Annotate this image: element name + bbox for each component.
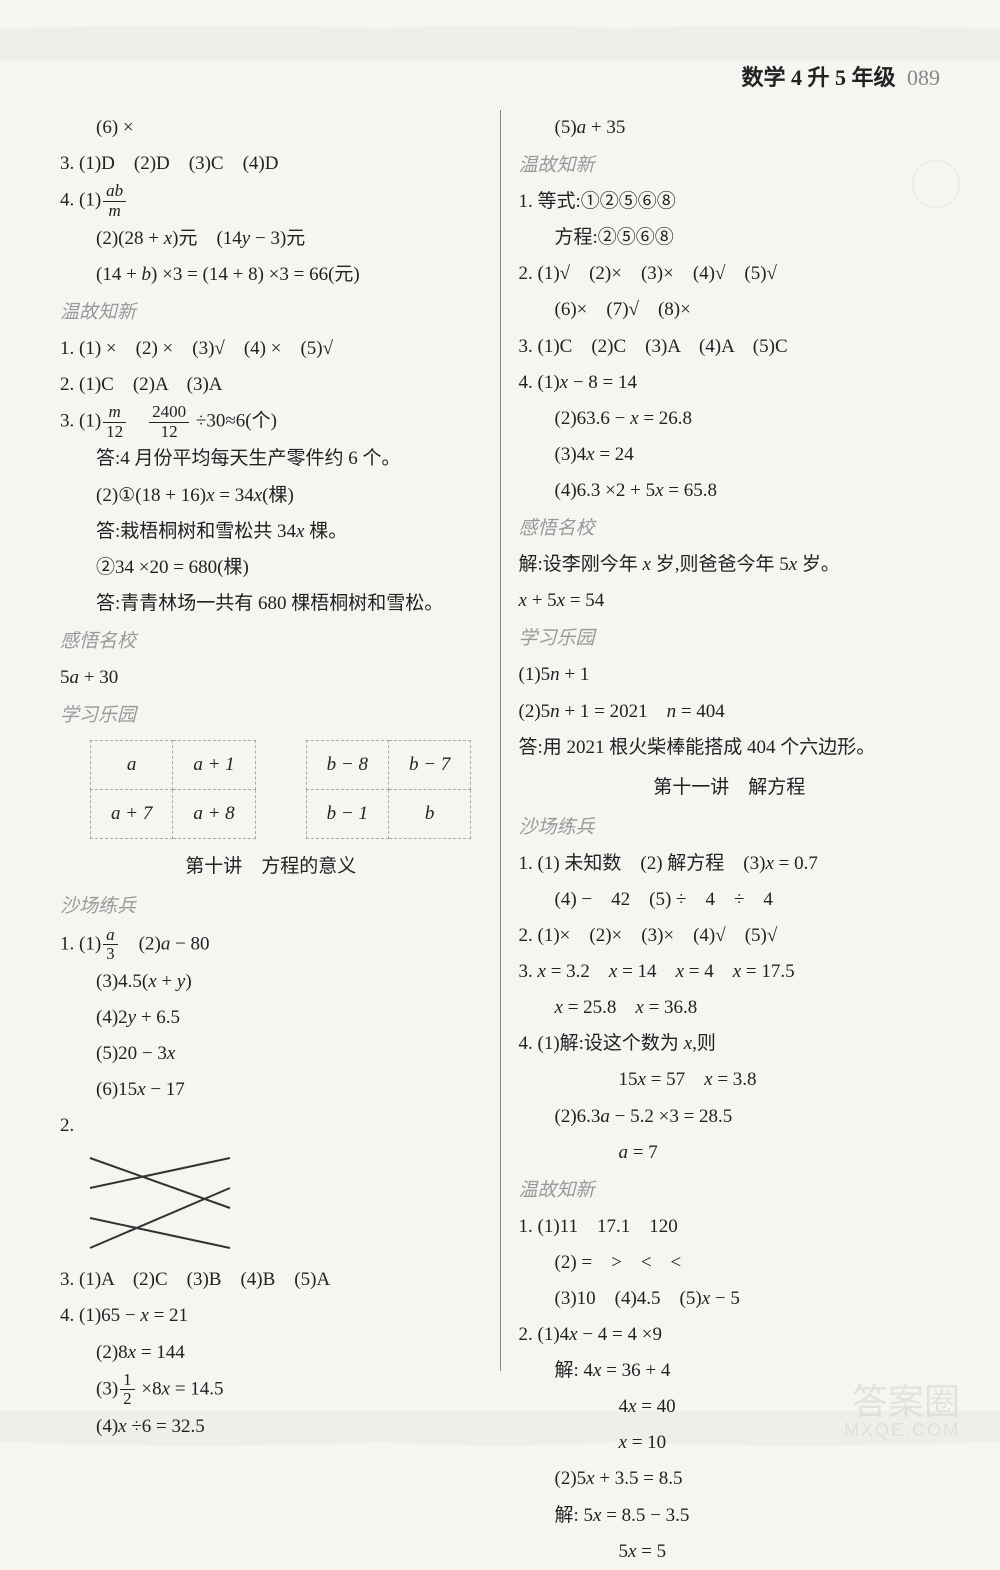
table-b: b − 8b − 7b − 1b [306, 740, 472, 839]
text-line: (6)15x − 17 [60, 1072, 482, 1108]
matching-diagram [80, 1148, 240, 1258]
text-line: 答:栽梧桐树和雪松共 34x 棵。 [60, 514, 482, 550]
left-block-3: 3. (1)A (2)C (3)B (4)B (5)A4. (1)65 − x … [60, 1262, 482, 1445]
left-block-2: 沙场练兵1. (1)a3 (2)a − 80(3)4.5(x + y)(4)2y… [60, 889, 482, 1144]
text-line: 感悟名校 [519, 511, 941, 547]
text-line: 感悟名校 [60, 624, 482, 660]
text-line: 方程:②⑤⑥⑧ [519, 220, 941, 256]
text-line: 答:4 月份平均每天生产零件约 6 个。 [60, 441, 482, 477]
text-line: 3. (1)D (2)D (3)C (4)D [60, 146, 482, 182]
text-line: (1)5n + 1 [519, 657, 941, 693]
text-line: 3. (1)C (2)C (3)A (4)A (5)C [519, 329, 941, 365]
text-line: (4)2y + 6.5 [60, 1000, 482, 1036]
text-line: (5)20 − 3x [60, 1036, 482, 1072]
table-cell: a + 1 [173, 741, 255, 790]
text-line: (3)4x = 24 [519, 437, 941, 473]
text-line: 2. [60, 1108, 482, 1144]
text-line: 4. (1)解:设这个数为 x,则 [519, 1026, 941, 1062]
table-cell: a + 7 [91, 790, 173, 839]
watermark: 答案圈 MXQE.COM [844, 1382, 960, 1441]
table-cell: b − 7 [388, 741, 470, 790]
watermark-big: 答案圈 [844, 1382, 960, 1422]
text-line: 2. (1)√ (2)× (3)× (4)√ (5)√ [519, 256, 941, 292]
right-column: (5)a + 35温故知新1. 等式:①②⑤⑥⑧方程:②⑤⑥⑧2. (1)√ (… [500, 110, 941, 1371]
table-cell: b − 8 [306, 741, 388, 790]
text-line: 1. 等式:①②⑤⑥⑧ [519, 184, 941, 220]
content-area: (6) ×3. (1)D (2)D (3)C (4)D4. (1)abm(2)(… [60, 110, 940, 1371]
text-line: 温故知新 [60, 295, 482, 331]
text-line: (5)a + 35 [519, 110, 941, 146]
text-line: 2. (1)× (2)× (3)× (4)√ (5)√ [519, 918, 941, 954]
text-line: (4) − 42 (5) ÷ 4 ÷ 4 [519, 882, 941, 918]
page-header: 数学 4 升 5 年级 089 [741, 60, 940, 92]
text-line: (4)x ÷6 = 32.5 [60, 1409, 482, 1445]
text-line: 答:用 2021 根火柴棒能搭成 404 个六边形。 [519, 730, 941, 766]
watermark-small: MXQE.COM [844, 1421, 960, 1441]
left-block-1: (6) ×3. (1)D (2)D (3)C (4)D4. (1)abm(2)(… [60, 110, 482, 734]
text-line: 1. (1)a3 (2)a − 80 [60, 926, 482, 964]
decorative-cloud-top [0, 0, 1000, 60]
text-line: (4)6.3 ×2 + 5x = 65.8 [519, 473, 941, 509]
text-line: (14 + b) ×3 = (14 + 8) ×3 = 66(元) [60, 257, 482, 293]
text-line: ②34 ×20 = 680(棵) [60, 550, 482, 586]
header-page-number: 089 [907, 65, 940, 90]
text-line: 5a + 30 [60, 660, 482, 696]
text-line: (3)12 ×8x = 14.5 [60, 1371, 482, 1409]
text-line: 答:青青林场一共有 680 棵梧桐树和雪松。 [60, 586, 482, 622]
text-line: (6) × [60, 110, 482, 146]
text-line: 解: 5x = 8.5 − 3.5 [519, 1498, 941, 1534]
text-line: 沙场练兵 [519, 810, 941, 846]
table-a: aa + 1a + 7a + 8 [90, 740, 256, 839]
text-line: a = 7 [519, 1135, 941, 1171]
text-line: 沙场练兵 [60, 889, 482, 925]
text-line: 3. x = 3.2 x = 14 x = 4 x = 17.5 [519, 954, 941, 990]
text-line: 3. (1)m12 240012 ÷30≈6(个) [60, 403, 482, 441]
text-line: 3. (1)A (2)C (3)B (4)B (5)A [60, 1262, 482, 1298]
lesson-10-title: 第十讲 方程的意义 [60, 849, 482, 885]
text-line: 15x = 57 x = 3.8 [519, 1062, 941, 1098]
text-line: (2)8x = 144 [60, 1335, 482, 1371]
text-line: 1. (1) × (2) × (3)√ (4) × (5)√ [60, 331, 482, 367]
text-line: 2. (1)C (2)A (3)A [60, 367, 482, 403]
text-line: x + 5x = 54 [519, 583, 941, 619]
text-line: (2)63.6 − x = 26.8 [519, 401, 941, 437]
text-line: 2. (1)4x − 4 = 4 ×9 [519, 1317, 941, 1353]
text-line: 1. (1) 未知数 (2) 解方程 (3)x = 0.7 [519, 846, 941, 882]
text-line: 学习乐园 [519, 621, 941, 657]
text-line: 温故知新 [519, 148, 941, 184]
left-column: (6) ×3. (1)D (2)D (3)C (4)D4. (1)abm(2)(… [60, 110, 500, 1371]
learning-tables: aa + 1a + 7a + 8 b − 8b − 7b − 1b [60, 734, 482, 845]
table-cell: b [388, 790, 470, 839]
text-line: 解:设李刚今年 x 岁,则爸爸今年 5x 岁。 [519, 547, 941, 583]
text-line: 1. (1)11 17.1 120 [519, 1209, 941, 1245]
text-line: 温故知新 [519, 1173, 941, 1209]
text-line: 5x = 5 [519, 1534, 941, 1570]
table-cell: a + 8 [173, 790, 255, 839]
text-line: 4. (1)abm [60, 182, 482, 220]
lesson-11-title: 第十一讲 解方程 [519, 770, 941, 806]
text-line: (2)(28 + x)元 (14y − 3)元 [60, 221, 482, 257]
right-block-2: 沙场练兵1. (1) 未知数 (2) 解方程 (3)x = 0.7(4) − 4… [519, 810, 941, 1570]
text-line: (6)× (7)√ (8)× [519, 292, 941, 328]
table-cell: b − 1 [306, 790, 388, 839]
text-line: (3)4.5(x + y) [60, 964, 482, 1000]
text-line: 4. (1)x − 8 = 14 [519, 365, 941, 401]
text-line: (2) = > < < [519, 1245, 941, 1281]
right-block-1: (5)a + 35温故知新1. 等式:①②⑤⑥⑧方程:②⑤⑥⑧2. (1)√ (… [519, 110, 941, 766]
header-subject: 数学 4 升 5 年级 [741, 65, 895, 90]
text-line: (2)6.3a − 5.2 ×3 = 28.5 [519, 1099, 941, 1135]
text-line: (2)5n + 1 = 2021 n = 404 [519, 694, 941, 730]
text-line: (2)①(18 + 16)x = 34x(棵) [60, 478, 482, 514]
table-cell: a [91, 741, 173, 790]
text-line: x = 25.8 x = 36.8 [519, 990, 941, 1026]
text-line: 4. (1)65 − x = 21 [60, 1298, 482, 1334]
text-line: (3)10 (4)4.5 (5)x − 5 [519, 1281, 941, 1317]
text-line: (2)5x + 3.5 = 8.5 [519, 1461, 941, 1497]
text-line: 学习乐园 [60, 698, 482, 734]
